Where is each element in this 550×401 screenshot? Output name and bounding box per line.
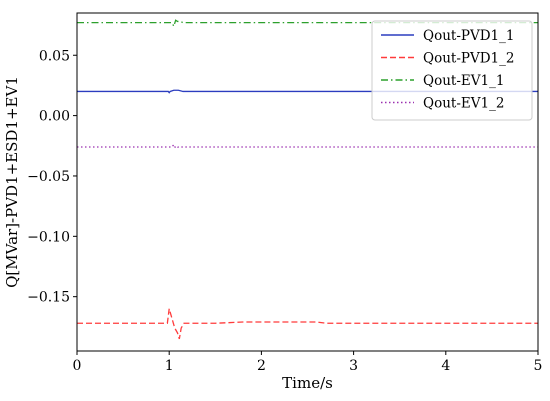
y-axis-label: Q[MVar]-PVD1+ESD1+EV1: [3, 76, 21, 288]
y-tick-label: 0.00: [39, 109, 70, 125]
plot-frame: [76, 12, 539, 352]
series-layer: [77, 19, 538, 340]
legend-box: [371, 20, 533, 121]
legend-label-2: Qout-PVD1_2: [423, 51, 514, 67]
series-line-4: [77, 143, 538, 150]
x-tick-label: 5: [534, 358, 543, 374]
y-tick-label: −0.10: [27, 229, 70, 245]
y-axis-ticks: 0.05 0.00 −0.05 −0.10 −0.15: [27, 48, 77, 306]
legend: Qout-PVD1_1 Qout-PVD1_2 Qout-EV1_1 Qout-EV1…: [371, 20, 533, 121]
x-tick-label: 2: [257, 358, 266, 374]
x-axis-label: Time/s: [282, 374, 333, 392]
series-line-2: [77, 308, 538, 340]
y-tick-label: −0.05: [27, 169, 70, 185]
x-tick-label: 1: [165, 358, 174, 374]
x-tick-label: 0: [73, 358, 82, 374]
x-tick-label: 4: [441, 358, 450, 374]
series-line-3: [77, 19, 538, 29]
legend-label-1: Qout-PVD1_1: [423, 28, 514, 44]
y-tick-label: −0.15: [27, 290, 70, 306]
y-tick-label: 0.05: [39, 48, 70, 64]
x-axis-ticks: 0 1 2 3 4 5: [73, 351, 543, 374]
x-tick-label: 3: [349, 358, 358, 374]
legend-label-3: Qout-EV1_1: [423, 73, 504, 89]
legend-label-4: Qout-EV1_2: [423, 96, 504, 112]
series-line-1: [77, 89, 538, 94]
